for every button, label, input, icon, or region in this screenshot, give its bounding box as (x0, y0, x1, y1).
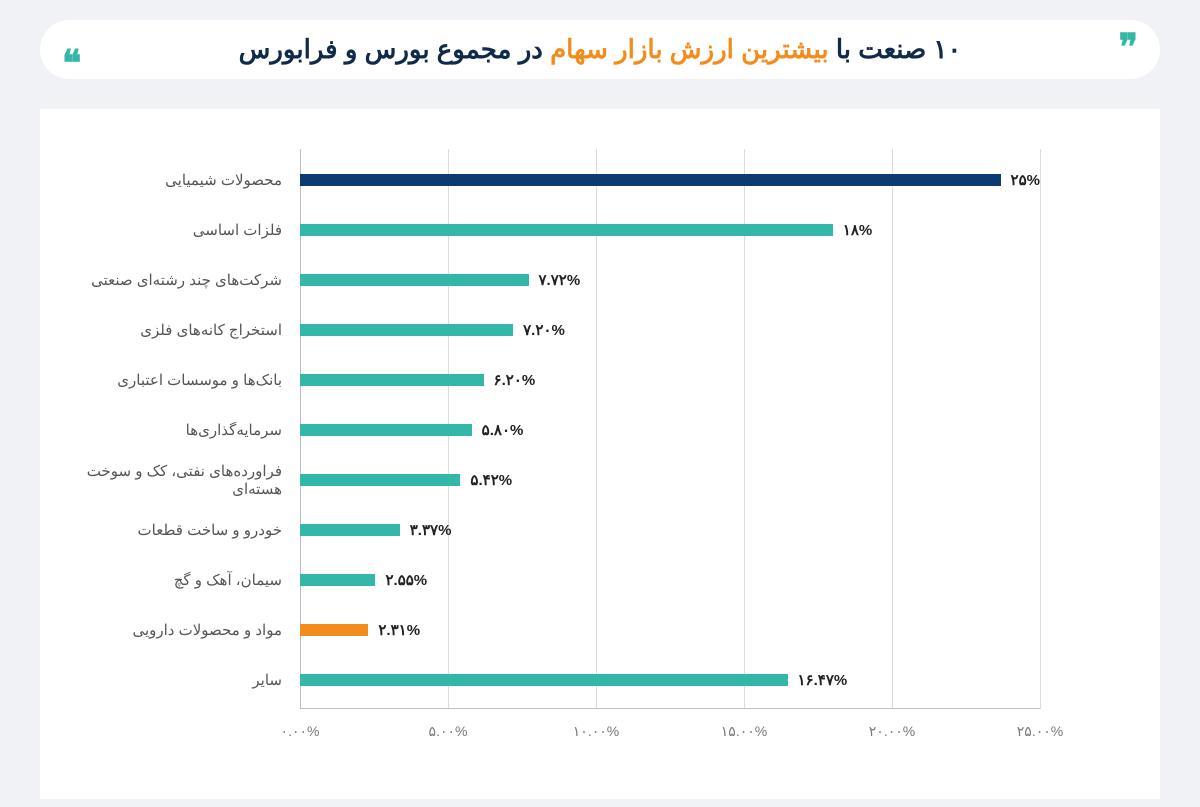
bar (300, 224, 833, 236)
bar-label: سیمان، آهک و گچ (80, 571, 290, 589)
bar-value-label: ۲.۵۵% (385, 571, 427, 589)
x-tick-label: ۱۰.۰۰% (573, 723, 619, 740)
chart-title: ۱۰ صنعت با بیشترین ارزش بازار سهام در مج… (239, 34, 962, 65)
bar (300, 474, 460, 486)
quote-close-icon: ❞ (62, 26, 81, 68)
bar-label: فراورده‌های نفتی، کک و سوخت هسته‌ای (80, 462, 290, 498)
title-prefix: ۱۰ صنعت با (829, 34, 962, 64)
x-tick-label: ۲۵.۰۰% (1017, 723, 1063, 740)
bar-row: سرمایه‌گذاری‌ها۵.۸۰% (300, 405, 1040, 455)
bar-label: محصولات شیمیایی (80, 171, 290, 189)
bar-label: شرکت‌های چند رشته‌ای صنعتی (80, 271, 290, 289)
bar (300, 174, 1001, 186)
bar-rows: محصولات شیمیایی۲۵%فلزات اساسی۱۸%شرکت‌های… (300, 149, 1040, 709)
bar (300, 374, 484, 386)
bar-row: سایر۱۶.۴۷% (300, 655, 1040, 705)
bar-label: بانک‌ها و موسسات اعتباری (80, 371, 290, 389)
bar-row: بانک‌ها و موسسات اعتباری۶.۲۰% (300, 355, 1040, 405)
bar (300, 624, 368, 636)
bar-value-label: ۳.۳۷% (410, 521, 452, 539)
x-tick-label: ۱۵.۰۰% (721, 723, 767, 740)
x-axis-ticks: ۰.۰۰%۵.۰۰%۱۰.۰۰%۱۵.۰۰%۲۰.۰۰%۲۵.۰۰% (300, 709, 1040, 769)
bar-label: سایر (80, 671, 290, 689)
bar (300, 524, 400, 536)
bar-value-label: ۲.۳۱% (378, 621, 420, 639)
chart-area: محصولات شیمیایی۲۵%فلزات اساسی۱۸%شرکت‌های… (80, 149, 1100, 769)
bar-value-label: ۲۵% (1011, 171, 1040, 189)
bar-value-label: ۱۶.۴۷% (798, 671, 848, 689)
bar-label: خودرو و ساخت قطعات (80, 521, 290, 539)
bar (300, 574, 375, 586)
bar-value-label: ۷.۷۲% (539, 271, 581, 289)
chart-title-bar: ❞ ۱۰ صنعت با بیشترین ارزش بازار سهام در … (40, 20, 1160, 79)
bar-value-label: ۶.۲۰% (494, 371, 536, 389)
bar-label: فلزات اساسی (80, 221, 290, 239)
bar-row: محصولات شیمیایی۲۵% (300, 155, 1040, 205)
bar-row: سیمان، آهک و گچ۲.۵۵% (300, 555, 1040, 605)
bar (300, 674, 788, 686)
bar-label: سرمایه‌گذاری‌ها (80, 421, 290, 439)
bar (300, 274, 529, 286)
gridline (1040, 149, 1041, 709)
bar-row: فلزات اساسی۱۸% (300, 205, 1040, 255)
bar-row: فراورده‌های نفتی، کک و سوخت هسته‌ای۵.۴۲% (300, 455, 1040, 505)
bar-row: شرکت‌های چند رشته‌ای صنعتی۷.۷۲% (300, 255, 1040, 305)
bar-label: مواد و محصولات دارویی (80, 621, 290, 639)
bar-value-label: ۷.۲۰% (523, 321, 565, 339)
x-tick-label: ۰.۰۰% (281, 723, 320, 740)
quote-open-icon: ❞ (1119, 26, 1138, 68)
bar-value-label: ۱۸% (843, 221, 872, 239)
title-accent: بیشترین ارزش بازار سهام (550, 34, 829, 64)
x-tick-label: ۲۰.۰۰% (869, 723, 915, 740)
bar (300, 324, 513, 336)
x-tick-label: ۵.۰۰% (429, 723, 468, 740)
bar-row: خودرو و ساخت قطعات۳.۳۷% (300, 505, 1040, 555)
bar-label: استخراج کانه‌های فلزی (80, 321, 290, 339)
chart-container: محصولات شیمیایی۲۵%فلزات اساسی۱۸%شرکت‌های… (40, 109, 1160, 799)
bar-value-label: ۵.۸۰% (482, 421, 524, 439)
title-suffix: در مجموع بورس و فرابورس (239, 34, 550, 64)
bar (300, 424, 472, 436)
bar-value-label: ۵.۴۲% (470, 471, 512, 489)
bar-row: مواد و محصولات دارویی۲.۳۱% (300, 605, 1040, 655)
bar-row: استخراج کانه‌های فلزی۷.۲۰% (300, 305, 1040, 355)
